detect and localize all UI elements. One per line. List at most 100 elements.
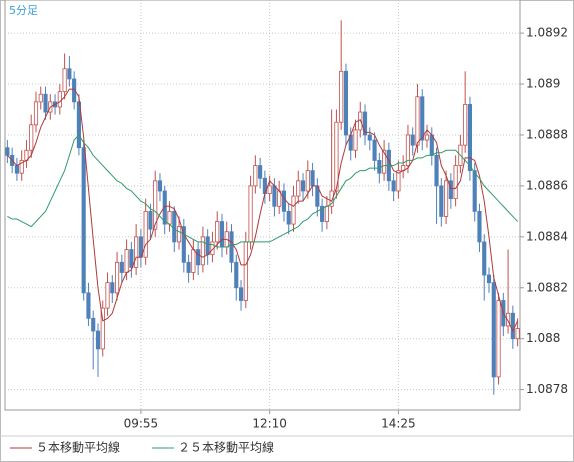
candle-body	[320, 205, 325, 222]
candle-body	[377, 160, 382, 174]
candle-body	[124, 249, 129, 273]
candle-body	[253, 165, 258, 187]
candle-body	[105, 282, 110, 309]
candle-body	[491, 282, 496, 378]
candle-body	[238, 287, 244, 301]
candle-body	[38, 93, 43, 103]
candle-body	[300, 180, 306, 192]
candle-body	[506, 312, 511, 327]
candle-body	[286, 210, 291, 225]
candle-body	[229, 231, 234, 263]
candle-body	[29, 124, 34, 151]
candle-body	[367, 134, 372, 141]
candle-body	[444, 180, 449, 217]
candle-body	[57, 91, 62, 108]
x-tick-label: 09:55	[124, 417, 159, 431]
candle-body	[148, 210, 153, 230]
candle-body	[362, 111, 368, 136]
candle-body	[296, 180, 301, 197]
candle-body	[43, 93, 48, 113]
y-tick-label: 1.0892	[526, 26, 568, 40]
candle-body	[162, 190, 167, 225]
candle-body	[420, 96, 425, 141]
candle-body	[434, 154, 439, 187]
candle-body	[33, 101, 39, 126]
candle-body	[114, 261, 120, 294]
candle-body	[181, 226, 186, 263]
candle-body	[14, 165, 19, 174]
candle-body	[134, 236, 139, 268]
x-tick-label: 14:25	[381, 417, 416, 431]
candle-body	[472, 170, 477, 212]
candle-body	[5, 147, 10, 156]
x-tick-label: 12:10	[252, 417, 287, 431]
candle-body	[62, 68, 67, 93]
candle-body	[248, 185, 253, 243]
candle-body	[67, 68, 72, 80]
candle-body	[343, 70, 349, 136]
candle-body	[167, 210, 172, 225]
chart-title: 5分足	[9, 4, 38, 17]
candle-body	[157, 180, 163, 192]
candle-body	[234, 261, 239, 289]
y-tick-label: 1.088	[526, 331, 560, 345]
candle-body	[305, 170, 310, 192]
candle-body	[272, 185, 277, 207]
candle-body	[467, 104, 472, 172]
candle-body	[191, 249, 196, 273]
candle-body	[429, 134, 434, 156]
candle-body	[372, 139, 377, 161]
candle-body	[382, 149, 387, 174]
candle-body	[415, 96, 420, 146]
candle-body	[258, 165, 263, 179]
candle-body	[453, 165, 458, 200]
candle-body	[76, 101, 81, 149]
candle-body	[391, 180, 396, 192]
candle-body	[310, 170, 315, 187]
candle-body	[19, 160, 24, 174]
candle-body	[172, 210, 177, 243]
candle-body	[200, 236, 205, 266]
legend-label: ２５本移動平均線	[178, 440, 274, 455]
candle-body	[515, 328, 520, 340]
candle-body	[424, 134, 430, 141]
candle-body	[334, 121, 339, 192]
candle-body	[143, 210, 148, 258]
y-tick-label: 1.0888	[526, 127, 568, 141]
candle-body	[91, 317, 96, 332]
candle-body	[291, 195, 296, 225]
candle-body	[86, 292, 91, 319]
candle-body	[129, 249, 134, 268]
y-tick-label: 1.0878	[526, 382, 568, 396]
candle-body	[448, 180, 453, 200]
candle-body	[329, 190, 334, 207]
candle-body	[81, 147, 86, 294]
candle-body	[486, 274, 492, 284]
candle-body	[353, 129, 358, 151]
candle-body	[482, 241, 487, 276]
candle-body	[496, 300, 501, 378]
legend-label: ５本移動平均線	[36, 440, 120, 455]
candle-body	[477, 210, 482, 243]
candle-body	[119, 261, 124, 273]
ma-line	[7, 88, 519, 333]
candle-body	[510, 312, 515, 340]
candle-body	[410, 134, 415, 146]
candle-body	[176, 226, 182, 243]
candle-body	[405, 134, 411, 166]
ma-line	[7, 134, 518, 248]
y-tick-label: 1.0882	[526, 280, 568, 294]
candle-body	[153, 180, 158, 230]
candle-body	[339, 70, 344, 123]
candle-body	[267, 185, 272, 194]
candle-body	[463, 104, 468, 146]
candle-body	[324, 205, 329, 222]
candle-body	[110, 282, 115, 294]
y-tick-label: 1.0884	[526, 229, 568, 243]
candle-body	[72, 78, 77, 103]
candle-body	[219, 221, 225, 248]
y-tick-label: 1.089	[526, 77, 560, 91]
candle-body	[196, 249, 201, 266]
candle-body	[215, 221, 220, 243]
